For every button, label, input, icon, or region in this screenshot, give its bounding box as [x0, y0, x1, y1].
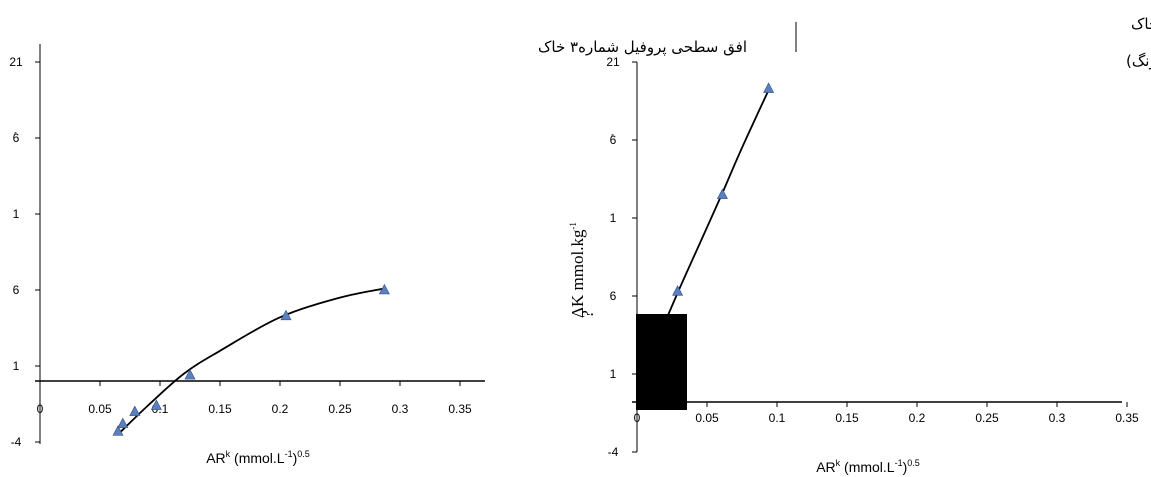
- left-x-axis-label: ARk (mmol.L-1)0.5: [206, 449, 310, 466]
- left-y-tick-label: 1: [13, 207, 20, 221]
- right-x-ticks: 0 0.05 0.1 0.15 0.2 0.25 0.3 0.35: [634, 402, 1139, 425]
- right-y-tick-label: 1: [610, 367, 617, 381]
- left-x-tick-label: 0.3: [392, 402, 409, 416]
- right-chart-title: افق سطحی پروفیل شماره۳ خاک: [1131, 15, 1151, 34]
- left-x-tick-label: 0.35: [448, 402, 472, 416]
- left-x-ticks: 00.050.10.150.20.250.30.35: [37, 381, 472, 416]
- right-y-tick-label: ٔ6: [610, 133, 617, 147]
- right-x-tick-label: 0.2: [909, 411, 926, 425]
- right-y-axis-label: ΔK mmol.kg-1: [568, 222, 587, 318]
- left-x-tick-label: 0.2: [272, 402, 289, 416]
- left-data-point: [129, 405, 141, 416]
- left-data-points: [112, 283, 390, 436]
- right-data-point: [672, 285, 684, 296]
- right-y-ticks: -4 1 6 1ٔ6 21: [606, 55, 637, 459]
- right-y-axis-label-extra: ?: [578, 310, 597, 318]
- left-x-tick-label: 0: [37, 402, 44, 416]
- redaction-box: [636, 314, 687, 410]
- right-data-point: [763, 82, 775, 93]
- left-chart-title: افق سطحی پروفیل شماره۳ خاک: [538, 38, 747, 57]
- left-y-tick-label: 1: [13, 359, 20, 373]
- left-data-point: [150, 399, 162, 410]
- left-x-tick-label: 0.05: [88, 402, 112, 416]
- right-chart: افق سطحی پروفیل شماره۳ خاک چهارمحال‌وبخت…: [568, 15, 1151, 475]
- right-y-tick-label: -4: [608, 445, 619, 459]
- left-y-tick-label: -4: [11, 435, 22, 449]
- left-data-point: [117, 417, 129, 429]
- left-data-point: [112, 425, 124, 436]
- right-data-points: [672, 82, 775, 296]
- left-chart: افق سطحی پروفیل شماره۳ خاک -4 1 6 1ٔ6 21 0 0.…: [9, 38, 747, 466]
- right-x-tick-label: 0.05: [695, 411, 719, 425]
- right-x-tick-label: 0.1: [769, 411, 786, 425]
- left-y-ticks: -4 1 6 1ٔ6 21: [9, 55, 40, 449]
- left-trend-line: [117, 287, 385, 436]
- left-y-tick-label: ٔ6: [13, 131, 20, 145]
- right-x-tick-label: 0.35: [1115, 411, 1139, 425]
- right-x-tick-label: 0.3: [1049, 411, 1066, 425]
- left-data-point: [280, 309, 292, 321]
- left-y-tick-label: 21: [9, 55, 23, 69]
- left-data-point: [378, 283, 390, 295]
- right-x-tick-label: 0: [634, 411, 641, 425]
- left-data-point: [184, 368, 196, 380]
- left-x-tick-label: 0.15: [208, 402, 232, 416]
- right-x-tick-label: 0.15: [835, 411, 859, 425]
- right-y-tick-label: 1: [610, 211, 617, 225]
- left-y-tick-label: 6: [13, 283, 20, 297]
- right-chart-subtitle: چهارمحال‌وبختیاری (کوهرنگ): [1126, 52, 1151, 70]
- right-x-axis-label: ARk (mmol.L-1)0.5: [816, 458, 920, 475]
- right-x-tick-label: 0.25: [975, 411, 999, 425]
- right-y-tick-label: 6: [610, 289, 617, 303]
- right-data-point: [716, 188, 728, 199]
- right-y-tick-label: 21: [606, 55, 620, 69]
- left-x-tick-label: 0.25: [328, 402, 352, 416]
